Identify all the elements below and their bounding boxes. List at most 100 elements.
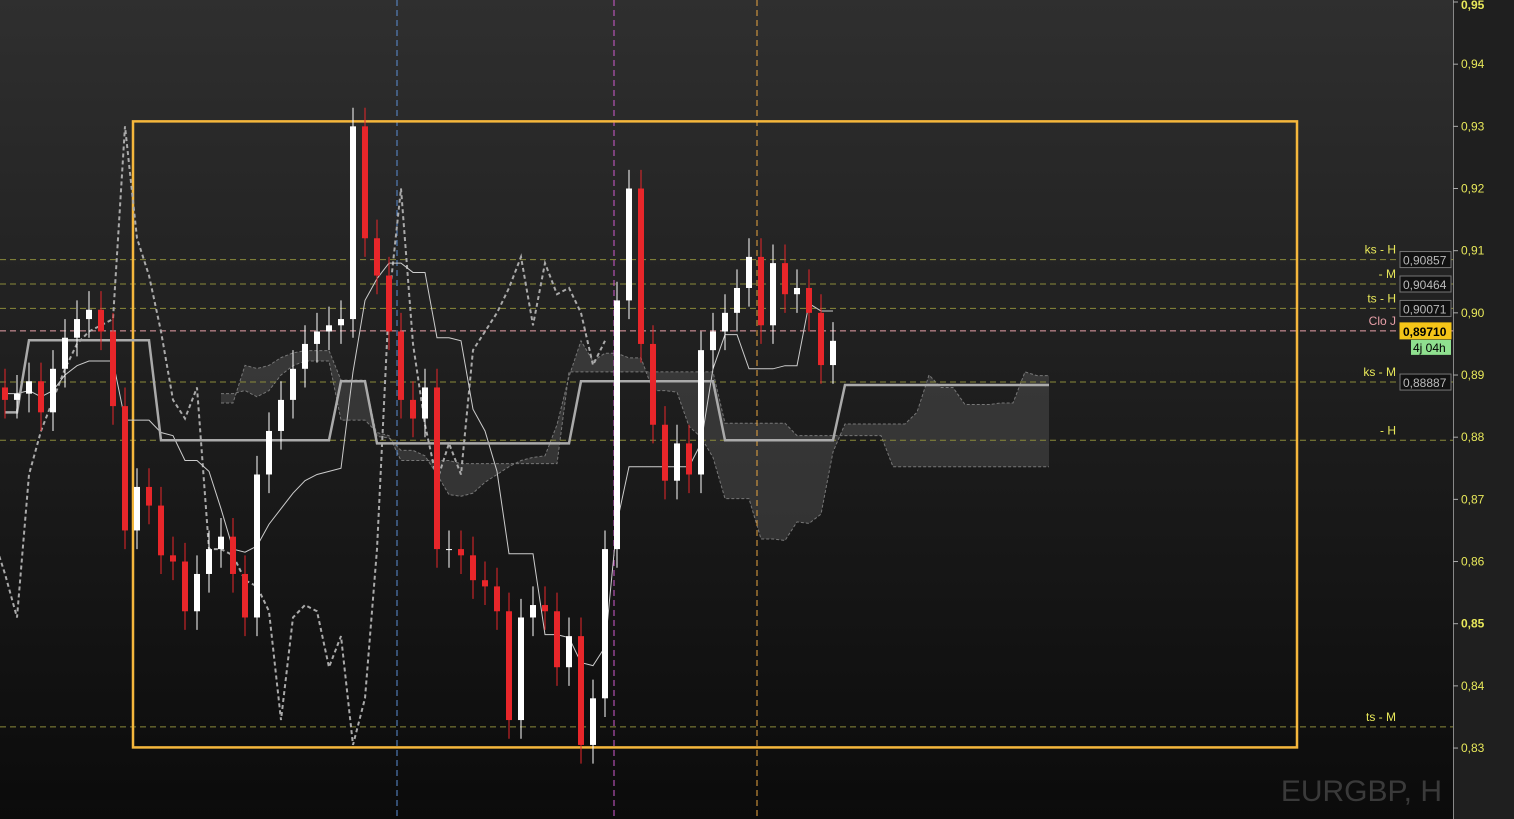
axis-tick-label: 0,95 <box>1461 0 1485 12</box>
candle-body <box>26 381 32 394</box>
candle-body <box>458 549 464 556</box>
level-label: ts - H <box>1367 291 1396 305</box>
price-tag <box>1399 275 1452 293</box>
candle-body <box>686 443 692 475</box>
candle-body <box>578 636 584 745</box>
candle-body <box>758 256 764 326</box>
candle-body <box>182 561 188 612</box>
candle-body <box>470 555 476 581</box>
candle-body <box>482 580 488 587</box>
chikou-span <box>0 126 606 746</box>
candle-body <box>98 309 104 332</box>
candle-body <box>626 188 632 301</box>
candle-body <box>710 331 716 351</box>
candle-body <box>254 474 260 618</box>
candle-body <box>290 368 296 400</box>
candle-body <box>134 486 140 531</box>
candle-body <box>770 263 776 326</box>
candle-body <box>230 536 236 574</box>
candle-body <box>830 340 836 366</box>
candle-body <box>314 331 320 344</box>
candle-body <box>386 275 392 332</box>
price-tag <box>1399 299 1452 317</box>
candle-body <box>746 256 752 288</box>
axis-tick-label: 0,88 <box>1461 430 1485 444</box>
candle-body <box>362 126 368 239</box>
level-label: Clo J <box>1369 314 1396 328</box>
candle-body <box>542 605 548 612</box>
candle-body <box>818 312 824 366</box>
price-axis[interactable] <box>1453 0 1514 819</box>
price-tag-label: 0,88887 <box>1403 376 1447 390</box>
price-plot[interactable] <box>0 0 1453 819</box>
axis-tick-label: 0,87 <box>1461 492 1485 506</box>
axis-tick-label: 0,89 <box>1461 368 1485 382</box>
price-tag <box>1399 373 1452 391</box>
candle-body <box>326 325 332 332</box>
level-label: ks - M <box>1363 365 1396 379</box>
price-tag-label: 0,90857 <box>1403 254 1447 268</box>
candle-body <box>38 381 44 413</box>
candle-body <box>662 424 668 481</box>
candle-body <box>338 319 344 326</box>
candle-body <box>410 399 416 419</box>
axis-tick-label: 0,94 <box>1461 57 1485 71</box>
candle-body <box>50 368 56 413</box>
candle-body <box>566 636 572 668</box>
candle-body <box>650 343 656 425</box>
candle-body <box>158 505 164 556</box>
candle-body <box>122 406 128 531</box>
candle-body <box>506 611 512 721</box>
candle-body <box>86 309 92 320</box>
candle-body <box>62 337 68 369</box>
candle-body <box>446 549 452 551</box>
candle-body <box>110 331 116 407</box>
countdown-label: 4j 04h <box>1413 341 1446 355</box>
kijun-line <box>5 338 1049 445</box>
price-tag-label: 0,90464 <box>1403 278 1447 292</box>
senkou-span-a <box>221 339 1049 542</box>
candle-body <box>698 350 704 475</box>
axis-tick-label: 0,84 <box>1461 679 1485 693</box>
price-tag <box>1399 322 1452 340</box>
candle-body <box>518 617 524 721</box>
candle-body <box>398 331 404 400</box>
candle-body <box>554 611 560 668</box>
candle-body <box>434 387 440 550</box>
candle-body <box>2 387 8 400</box>
candle-body <box>602 549 608 699</box>
candle-body <box>194 573 200 612</box>
range-box <box>131 120 1299 749</box>
candle-body <box>74 319 80 338</box>
candle-body <box>638 188 644 344</box>
candle-body <box>674 443 680 481</box>
level-label: ks - H <box>1365 243 1396 257</box>
axis-tick-label: 0,91 <box>1461 244 1485 258</box>
candle-body <box>218 536 224 550</box>
tenkan-line <box>5 262 833 667</box>
level-label: ts - M <box>1366 710 1396 724</box>
candle-body <box>590 698 596 745</box>
level-label: - M <box>1379 267 1396 281</box>
candle-body <box>266 430 272 475</box>
candle-body <box>302 343 308 369</box>
price-tag <box>1399 251 1452 269</box>
countdown-badge <box>1411 339 1451 355</box>
candle-body <box>422 387 428 419</box>
candle-body <box>614 300 620 550</box>
symbol-watermark: EURGBP, H <box>1280 775 1442 808</box>
price-tag-label: 0,89710 <box>1403 325 1447 339</box>
candle-body <box>146 486 152 506</box>
candle-body <box>782 263 788 295</box>
axis-tick-label: 0,85 <box>1461 617 1485 631</box>
level-label: - H <box>1380 423 1396 437</box>
candle-body <box>350 126 356 320</box>
candle-body <box>170 555 176 562</box>
candle-body <box>806 287 812 313</box>
candle-body <box>734 287 740 313</box>
candle-body <box>278 399 284 431</box>
price-tag-label: 0,90071 <box>1403 302 1447 316</box>
axis-tick-label: 0,90 <box>1461 306 1485 320</box>
axis-tick-label: 0,93 <box>1461 119 1485 133</box>
